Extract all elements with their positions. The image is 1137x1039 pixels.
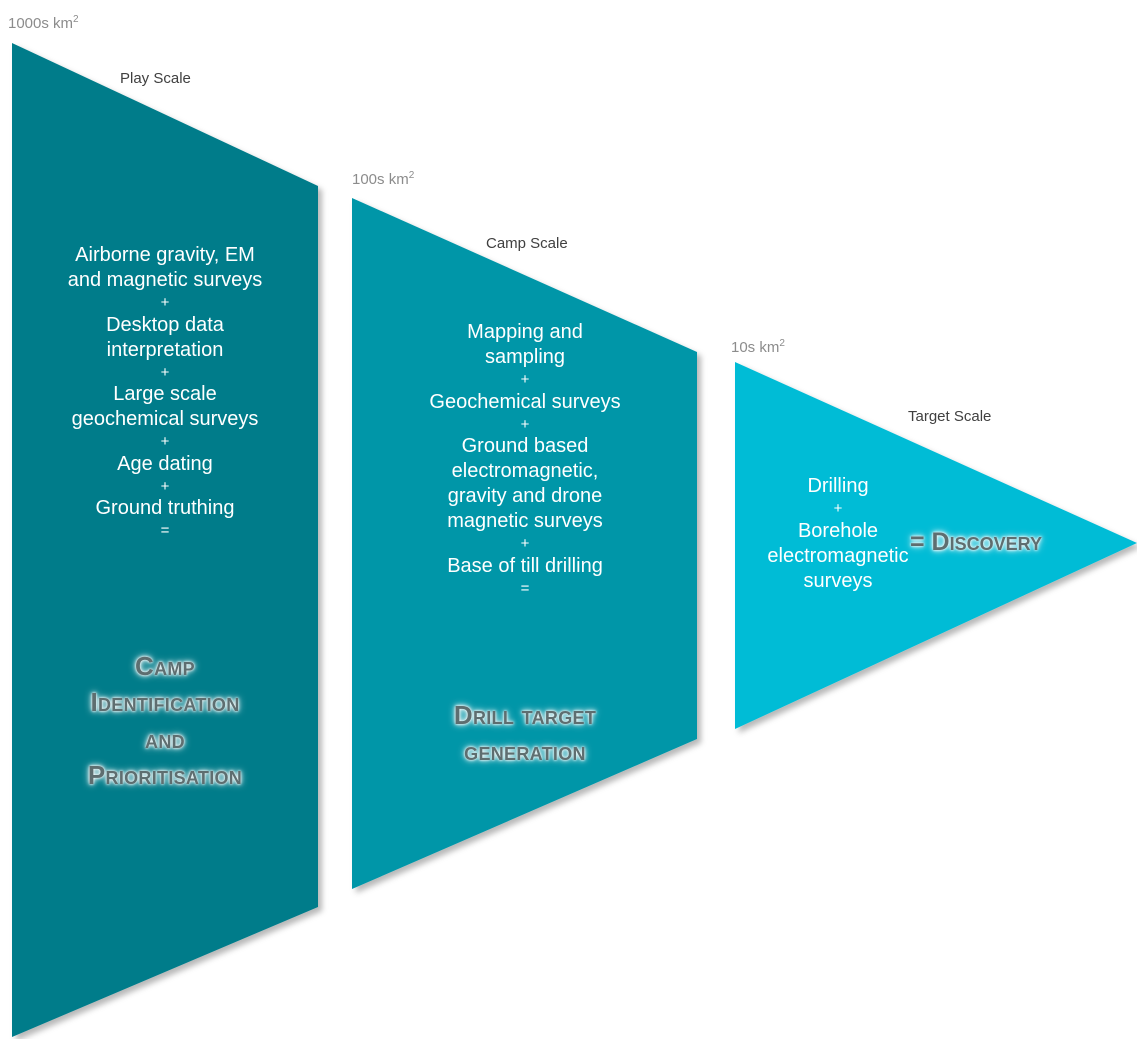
outcome-line: Camp: [135, 651, 195, 681]
activity-line: electromagnetic: [767, 544, 909, 567]
connector-symbol: +: [160, 363, 170, 381]
activity-line: Ground truthing: [95, 497, 235, 519]
outcome-line: generation: [464, 736, 586, 767]
activity-line: Large scale: [113, 383, 217, 405]
activity-line: Desktop data: [106, 313, 224, 336]
target-scale-label: Target Scale: [908, 408, 992, 425]
connector-symbol: +: [160, 294, 170, 311]
activity-line: gravity and drone: [447, 485, 603, 507]
activity-line: Ground based: [461, 435, 589, 457]
activity-line: Mapping and: [467, 321, 583, 343]
outcome-line: Identification: [90, 687, 240, 718]
activity-line: Drilling: [807, 475, 869, 497]
camp-area-label: 100s km2: [352, 170, 415, 188]
camp-scale-label: Camp Scale: [486, 235, 568, 252]
target-activities: Drilling + Borehole electromagnetic surveys: [740, 474, 936, 594]
activity-line: electromagnetic,: [451, 460, 599, 482]
camp-scale-shape: [352, 198, 697, 889]
play-area-label: 1000s km2: [8, 14, 79, 32]
activity-line: surveys: [803, 569, 873, 592]
activity-line: Borehole: [797, 519, 879, 542]
play-activities: Airborne gravity, EM and magnetic surveys…: [20, 243, 310, 541]
connector-symbol: =: [520, 579, 530, 597]
outcome-line: and: [145, 723, 185, 754]
connector-symbol: +: [833, 500, 843, 517]
connector-symbol: +: [520, 535, 530, 552]
target-scale-shape: [735, 362, 1137, 729]
connector-symbol: +: [520, 371, 530, 388]
connector-symbol: +: [160, 433, 170, 450]
camp-outcome: Drill target generation: [360, 697, 690, 770]
activity-line: and magnetic surveys: [67, 269, 263, 291]
play-outcome: Camp Identification and Prioritisation: [20, 648, 310, 794]
connector-symbol: +: [160, 477, 170, 495]
activity-line: Age dating: [117, 452, 213, 475]
activity-line: Geochemical surveys: [429, 390, 621, 413]
activity-line: Airborne gravity, EM: [75, 244, 255, 266]
outcome-line: Drill target: [453, 700, 597, 730]
activity-line: Base of till drilling: [447, 554, 603, 577]
target-area-label: 10s km2: [731, 338, 785, 356]
connector-symbol: =: [160, 522, 170, 539]
activity-line: magnetic surveys: [447, 510, 603, 532]
activity-line: interpretation: [106, 338, 224, 361]
activity-line: sampling: [484, 346, 566, 368]
camp-activities: Mapping and sampling + Geochemical surveys +…: [360, 320, 690, 598]
play-scale-shape: [12, 43, 318, 1037]
activity-line: geochemical surveys: [71, 408, 259, 430]
outcome-line: Prioritisation: [87, 760, 243, 791]
discovery-outcome: = Discovery: [910, 528, 1042, 556]
play-scale-label: Play Scale: [120, 70, 191, 87]
connector-symbol: +: [520, 415, 530, 433]
